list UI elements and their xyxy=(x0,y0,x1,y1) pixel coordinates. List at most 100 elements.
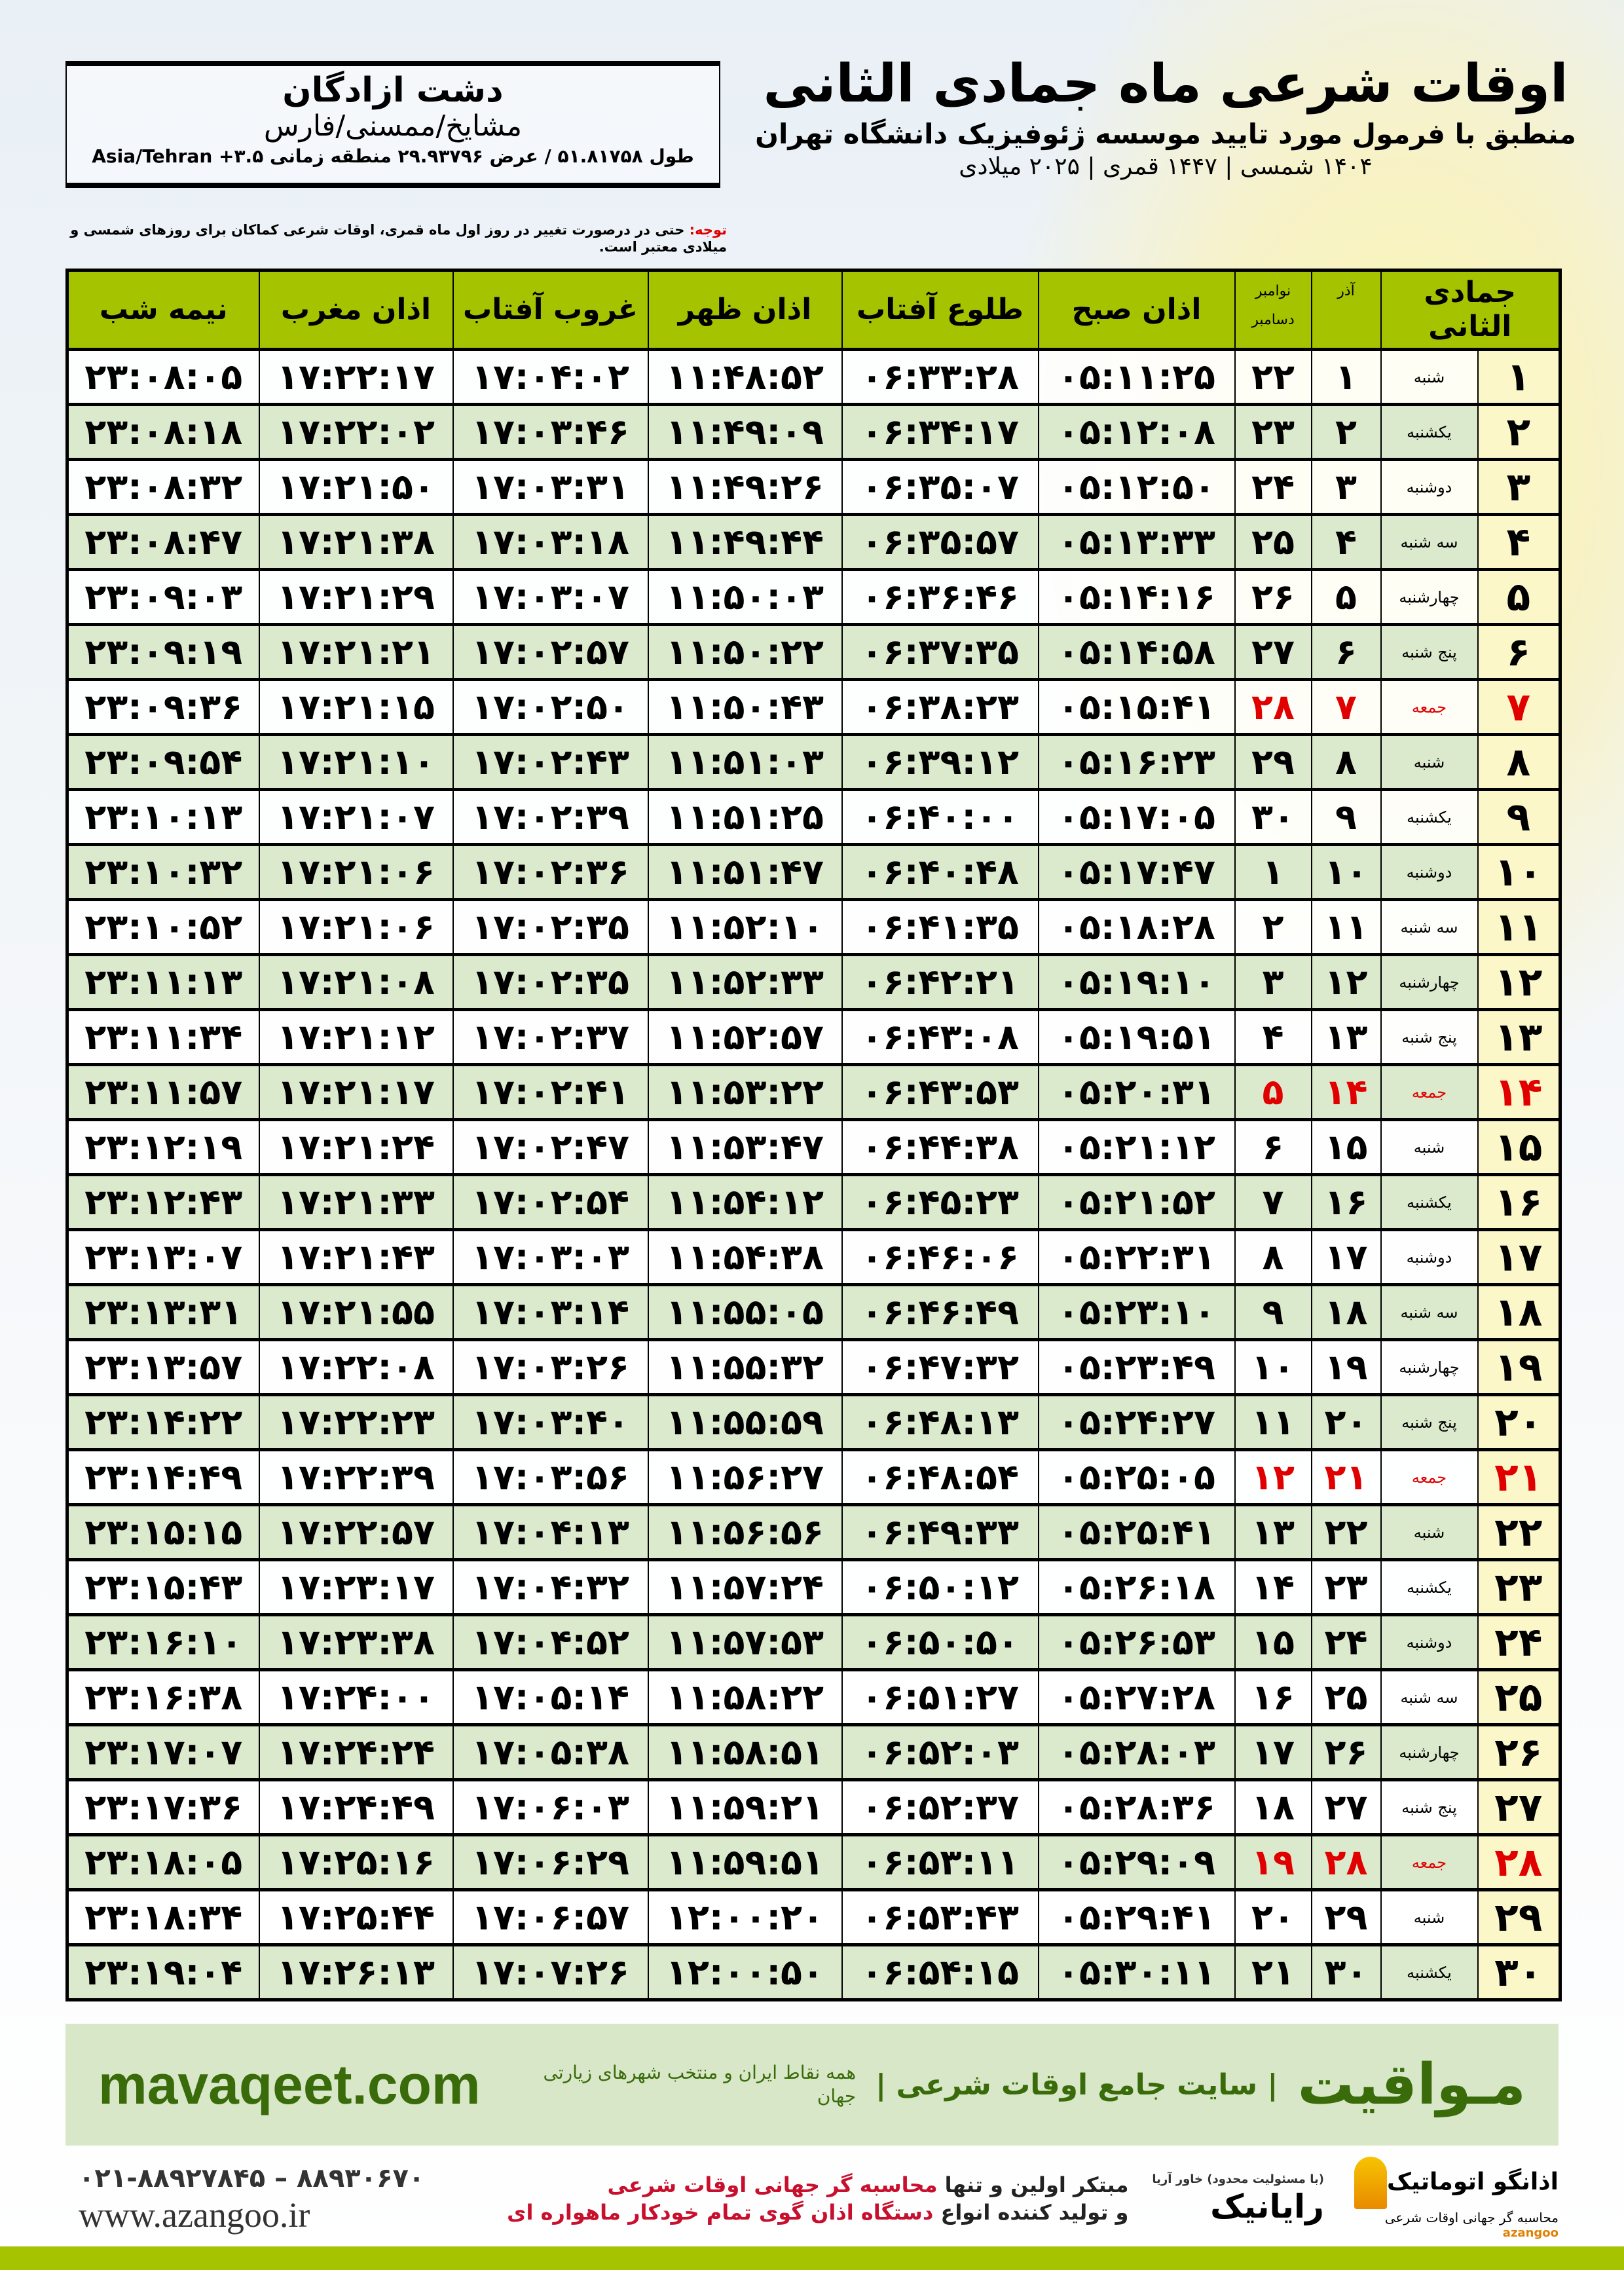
cell-sunset: ۱۷:۰۲:۳۷ xyxy=(452,1009,649,1066)
cell-sunrise: ۰۶:۴۸:۵۴ xyxy=(841,1449,1039,1506)
cell-maghrib: ۱۷:۲۶:۱۳ xyxy=(258,1944,454,2001)
cell-fajr: ۰۵:۱۹:۱۰ xyxy=(1037,954,1236,1011)
cell-midnight: ۲۳:۱۴:۲۲ xyxy=(66,1394,260,1451)
table-row: ۲۸ جمعه ۲۸ ۱۹ ۰۵:۲۹:۰۹ ۰۶:۵۳:۱۱ ۱۱:۵۹:۵۱ ۱۷:۰۶:… xyxy=(66,1834,1561,1891)
cell-midnight: ۲۳:۰۸:۳۲ xyxy=(66,458,260,516)
cell-fajr: ۰۵:۳۰:۱۱ xyxy=(1037,1944,1236,2001)
cell-azar: ۱۲ xyxy=(1310,954,1382,1011)
cell-sunset: ۱۷:۰۵:۱۴ xyxy=(452,1669,649,1726)
mavaqeet-url[interactable]: mavaqeet.com xyxy=(98,2053,481,2115)
cell-azar: ۲۶ xyxy=(1310,1724,1382,1781)
cell-weekday: پنج شنبه xyxy=(1380,1009,1479,1066)
cell-midnight: ۲۳:۱۵:۱۵ xyxy=(66,1504,260,1561)
cell-azar: ۲۹ xyxy=(1310,1889,1382,1946)
cell-day: ۲ xyxy=(1477,403,1561,461)
mavaqeet-tagline: | سایت جامع اوقات شرعی | xyxy=(876,2068,1278,2102)
cell-sunset: ۱۷:۰۳:۰۳ xyxy=(452,1229,649,1286)
cell-day: ۲۸ xyxy=(1477,1834,1561,1891)
cell-maghrib: ۱۷:۲۲:۳۹ xyxy=(258,1449,454,1506)
cell-azar: ۸ xyxy=(1310,734,1382,791)
cell-midnight: ۲۳:۱۷:۰۷ xyxy=(66,1724,260,1781)
footer-contact-row: اذانگو اتوماتیک محاسبه گر جهانی اوقات شر… xyxy=(79,2156,1559,2241)
cell-day: ۸ xyxy=(1477,734,1561,791)
page-header: اوقات شرعی ماه جمادی الثانی منطبق با فرم… xyxy=(747,51,1585,182)
cell-day: ۱۸ xyxy=(1477,1284,1561,1341)
cell-midnight: ۲۳:۰۸:۰۵ xyxy=(66,348,260,406)
cell-dhuhr: ۱۱:۵۵:۵۹ xyxy=(647,1394,843,1451)
page-subtitle: منطبق با فرمول مورد تایید موسسه ژئوفیزیک… xyxy=(755,118,1576,150)
cell-midnight: ۲۳:۱۸:۳۴ xyxy=(66,1889,260,1946)
table-row: ۳ دوشنبه ۳ ۲۴ ۰۵:۱۲:۵۰ ۰۶:۳۵:۰۷ ۱۱:۴۹:۲۶ ۱۷:۰۳:… xyxy=(66,458,1561,516)
cell-maghrib: ۱۷:۲۲:۲۳ xyxy=(258,1394,454,1451)
cell-fajr: ۰۵:۲۹:۰۹ xyxy=(1037,1834,1236,1891)
cell-dec: ۲۲ xyxy=(1234,348,1312,406)
table-row: ۲۲ شنبه ۲۲ ۱۳ ۰۵:۲۵:۴۱ ۰۶:۴۹:۳۳ ۱۱:۵۶:۵۶ ۱۷:۰۴:… xyxy=(66,1504,1561,1561)
cell-azar: ۲ xyxy=(1310,403,1382,461)
header-month: جمادی الثانی xyxy=(1380,269,1561,351)
cell-midnight: ۲۳:۱۳:۰۷ xyxy=(66,1229,260,1286)
cell-midnight: ۲۳:۱۱:۳۴ xyxy=(66,1009,260,1066)
cell-sunset: ۱۷:۰۵:۳۸ xyxy=(452,1724,649,1781)
table-row: ۲۰ پنج شنبه ۲۰ ۱۱ ۰۵:۲۴:۲۷ ۰۶:۴۸:۱۳ ۱۱:۵۵:۵۹ ۱۷… xyxy=(66,1394,1561,1451)
cell-fajr: ۰۵:۲۶:۱۸ xyxy=(1037,1559,1236,1616)
cell-azar: ۵ xyxy=(1310,568,1382,626)
table-row: ۱۱ سه شنبه ۱۱ ۲ ۰۵:۱۸:۲۸ ۰۶:۴۱:۳۵ ۱۱:۵۲:۱۰ ۱۷:۰… xyxy=(66,899,1561,956)
cell-weekday: یکشنبه xyxy=(1380,1559,1479,1616)
cell-maghrib: ۱۷:۲۱:۲۱ xyxy=(258,623,454,681)
cell-maghrib: ۱۷:۲۲:۵۷ xyxy=(258,1504,454,1561)
cell-sunset: ۱۷:۰۳:۱۸ xyxy=(452,513,649,571)
cell-azar: ۲۸ xyxy=(1310,1834,1382,1891)
table-header: جمادی الثانی آذر نوامبر دسامبر اذان صبح ط… xyxy=(66,269,1561,351)
cell-maghrib: ۱۷:۲۱:۰۷ xyxy=(258,789,454,846)
cell-sunset: ۱۷:۰۲:۵۴ xyxy=(452,1174,649,1231)
cell-sunrise: ۰۶:۴۰:۴۸ xyxy=(841,844,1039,901)
cell-azar: ۱۱ xyxy=(1310,899,1382,956)
cell-azar: ۲۰ xyxy=(1310,1394,1382,1451)
table-row: ۲۴ دوشنبه ۲۴ ۱۵ ۰۵:۲۶:۵۳ ۰۶:۵۰:۵۰ ۱۱:۵۷:۵۳ ۱۷:۰… xyxy=(66,1614,1561,1671)
cell-dhuhr: ۱۱:۵۷:۵۳ xyxy=(647,1614,843,1671)
cell-azar: ۱ xyxy=(1310,348,1382,406)
cell-dhuhr: ۱۱:۵۲:۵۷ xyxy=(647,1009,843,1066)
cell-sunset: ۱۷:۰۲:۳۵ xyxy=(452,899,649,956)
cell-sunrise: ۰۶:۴۱:۳۵ xyxy=(841,899,1039,956)
cell-sunrise: ۰۶:۵۴:۱۵ xyxy=(841,1944,1039,2001)
cell-sunset: ۱۷:۰۳:۰۷ xyxy=(452,568,649,626)
cell-dec: ۱۸ xyxy=(1234,1779,1312,1836)
cell-dhuhr: ۱۱:۵۲:۱۰ xyxy=(647,899,843,956)
cell-maghrib: ۱۷:۲۴:۴۹ xyxy=(258,1779,454,1836)
cell-sunset: ۱۷:۰۲:۳۵ xyxy=(452,954,649,1011)
azangoo-url[interactable]: www.azangoo.ir xyxy=(79,2195,310,2235)
cell-azar: ۲۱ xyxy=(1310,1449,1382,1506)
cell-fajr: ۰۵:۲۸:۰۳ xyxy=(1037,1724,1236,1781)
cell-sunrise: ۰۶:۵۰:۱۲ xyxy=(841,1559,1039,1616)
cell-maghrib: ۱۷:۲۲:۱۷ xyxy=(258,348,454,406)
cell-day: ۱۷ xyxy=(1477,1229,1561,1286)
cell-weekday: جمعه xyxy=(1380,1449,1479,1506)
cell-dec: ۱۴ xyxy=(1234,1559,1312,1616)
cell-sunrise: ۰۶:۴۴:۳۸ xyxy=(841,1119,1039,1176)
cell-day: ۱۵ xyxy=(1477,1119,1561,1176)
cell-weekday: شنبه xyxy=(1380,1504,1479,1561)
cell-midnight: ۲۳:۱۴:۴۹ xyxy=(66,1449,260,1506)
cell-dhuhr: ۱۱:۵۳:۴۷ xyxy=(647,1119,843,1176)
city-name: دشت ازادگان xyxy=(282,71,504,110)
cell-sunset: ۱۷:۰۳:۱۴ xyxy=(452,1284,649,1341)
cell-dhuhr: ۱۱:۵۹:۵۱ xyxy=(647,1834,843,1891)
cell-weekday: دوشنبه xyxy=(1380,844,1479,901)
cell-sunrise: ۰۶:۵۳:۴۳ xyxy=(841,1889,1039,1946)
cell-dhuhr: ۱۱:۴۹:۲۶ xyxy=(647,458,843,516)
cell-day: ۱۶ xyxy=(1477,1174,1561,1231)
cell-midnight: ۲۳:۱۲:۱۹ xyxy=(66,1119,260,1176)
table-row: ۲۱ جمعه ۲۱ ۱۲ ۰۵:۲۵:۰۵ ۰۶:۴۸:۵۴ ۱۱:۵۶:۲۷ ۱۷:۰۳:… xyxy=(66,1449,1561,1506)
cell-sunset: ۱۷:۰۲:۴۳ xyxy=(452,734,649,791)
cell-maghrib: ۱۷:۲۴:۲۴ xyxy=(258,1724,454,1781)
table-row: ۵ چهارشنبه ۵ ۲۶ ۰۵:۱۴:۱۶ ۰۶:۳۶:۴۶ ۱۱:۵۰:۰۳ ۱۷:۰… xyxy=(66,568,1561,626)
cell-midnight: ۲۳:۰۹:۰۳ xyxy=(66,568,260,626)
cell-day: ۹ xyxy=(1477,789,1561,846)
cell-day: ۱۹ xyxy=(1477,1339,1561,1396)
cell-fajr: ۰۵:۲۳:۱۰ xyxy=(1037,1284,1236,1341)
cell-azar: ۲۲ xyxy=(1310,1504,1382,1561)
header-midnight: نیمه شب xyxy=(66,269,260,351)
table-row: ۸ شنبه ۸ ۲۹ ۰۵:۱۶:۲۳ ۰۶:۳۹:۱۲ ۱۱:۵۱:۰۳ ۱۷:۰۲:۴۳… xyxy=(66,734,1561,791)
cell-day: ۱۰ xyxy=(1477,844,1561,901)
